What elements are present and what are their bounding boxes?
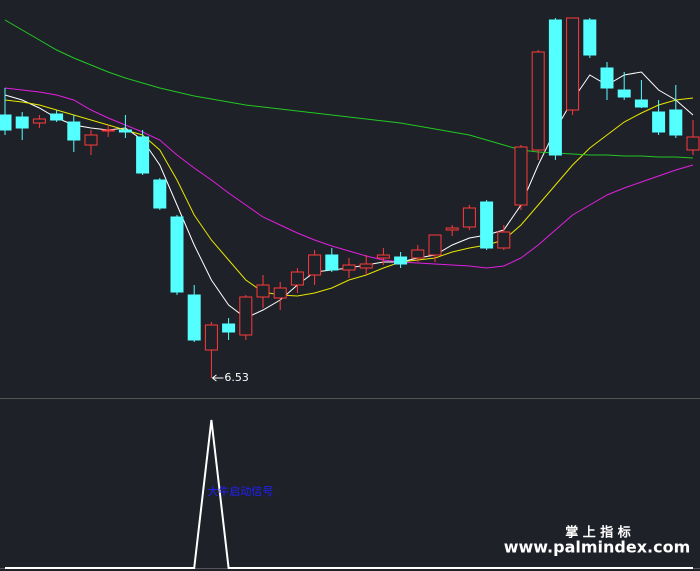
candle-body [497, 231, 511, 249]
candle-body [118, 129, 132, 133]
candle-body [84, 134, 98, 146]
watermark-title: 掌 上 指 标 [565, 525, 631, 541]
candle-body [583, 19, 597, 56]
candle-body [15, 116, 29, 129]
candle-body [514, 146, 528, 206]
candle-body [308, 254, 322, 276]
candle-body [239, 296, 253, 336]
candle-body [325, 254, 339, 271]
candle-body [376, 254, 390, 259]
candle-body [136, 136, 150, 174]
candle-body [652, 111, 666, 133]
candle-body [669, 109, 683, 136]
moving-average [4, 19, 694, 159]
candle-body [462, 207, 476, 228]
candle-body [634, 99, 648, 108]
candle-body [67, 121, 81, 141]
candle-body [566, 17, 580, 111]
candle-body [170, 216, 184, 293]
candle-body [273, 287, 287, 299]
candle-body [222, 323, 236, 333]
candle-body [394, 256, 408, 265]
candle-body [153, 179, 167, 209]
candle-body [342, 264, 356, 271]
candle-body [32, 118, 46, 124]
candle-body [0, 114, 12, 131]
candle-body [617, 89, 631, 98]
candle-body [600, 67, 614, 89]
candle-body [187, 294, 201, 341]
candle-body [101, 129, 115, 132]
candle-body [50, 113, 64, 121]
moving-average [4, 97, 694, 297]
candle-body [686, 136, 700, 151]
watermark-url: www.palmindex.com [504, 538, 691, 557]
candle-body [480, 201, 494, 249]
candle-body [428, 234, 442, 256]
candle-body [256, 284, 270, 298]
candle-body [445, 227, 459, 231]
candle-body [411, 249, 425, 259]
annotation-arrowhead [212, 374, 217, 382]
candle-body [359, 263, 373, 269]
moving-average [4, 87, 694, 269]
signal-line [5, 419, 693, 569]
candle-body [290, 271, 304, 286]
low-annotation: 6.53 [224, 371, 249, 384]
signal-label: 大牛启动信号 [207, 484, 273, 498]
candle-body [548, 19, 562, 156]
candle-body [531, 51, 545, 151]
candle-body [204, 324, 218, 351]
